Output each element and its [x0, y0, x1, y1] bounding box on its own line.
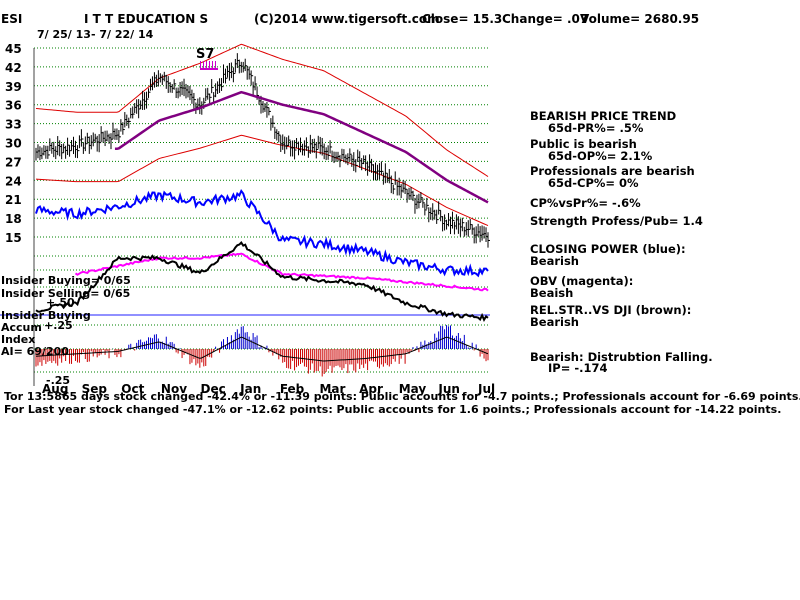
accumulation-bars: [35, 325, 489, 377]
lower-band: [35, 134, 489, 227]
relstr-state: Bearish: [530, 315, 579, 329]
month-labels: Aug Sep Oct Nov Dec Jan Feb Mar Apr May Jun Jul: [42, 382, 495, 396]
insider-buying: Insider Buying= 0/65: [1, 274, 131, 287]
y-tick-label-33: 33: [5, 118, 22, 132]
stock-name: I T T EDUCATION S: [84, 12, 209, 26]
accum-minus25: -.25: [46, 374, 71, 387]
y-tick-label-39: 39: [5, 80, 22, 94]
month-label-oct: Oct: [121, 382, 144, 396]
month-label-feb: Feb: [280, 382, 305, 396]
month-label-jul: Jul: [477, 382, 495, 396]
month-label-may: May: [399, 382, 427, 396]
month-label-mar: Mar: [319, 382, 345, 396]
closing-power-line: [35, 188, 489, 278]
month-label-jun: Jun: [437, 382, 460, 396]
y-tick-label-42: 42: [5, 61, 22, 75]
y-tick-label-45: 45: [5, 42, 22, 56]
obv-label: OBV (magenta):: [530, 274, 634, 288]
accum-plus25: +.25: [44, 319, 73, 332]
y-tick-label-24: 24: [5, 174, 22, 188]
month-label-sep: Sep: [82, 382, 108, 396]
relstr-label: REL.STR..VS DJI (brown):: [530, 303, 692, 317]
op-value: 65d-OP%= 2.1%: [548, 149, 653, 163]
month-label-aug: Aug: [42, 382, 68, 396]
closing-power-state: Bearish: [530, 254, 579, 268]
y-tick-label-27: 27: [5, 155, 22, 169]
obv-state: Beaish: [530, 286, 574, 300]
cp-value: 65d-CP%= 0%: [548, 176, 639, 190]
price-bars: [35, 53, 490, 248]
ai-value: AI= 69/200: [1, 345, 69, 358]
y-axis-tick-labels: 45 42 39 36 33 30 27 24 21 18 15: [5, 42, 22, 245]
y-tick-label-36: 36: [5, 99, 22, 113]
y-tick-label-30: 30: [5, 137, 22, 151]
y-tick-label-18: 18: [5, 212, 22, 226]
insider-selling: Insider Selling= 0/65: [1, 287, 131, 300]
accum-ma-path: [35, 336, 489, 362]
ma-path: [114, 90, 489, 204]
accum-gridlines: [33, 48, 490, 386]
public-status: Public is bearish: [530, 137, 637, 151]
accum-label: Accum: [1, 321, 42, 334]
month-label-apr: Apr: [359, 382, 383, 396]
distribution-status: Bearish: Distrubtion Falling.: [530, 350, 713, 364]
obv-line: [74, 252, 489, 292]
obv-path: [74, 252, 489, 292]
ticker: ESI: [1, 12, 23, 26]
pr-value: 65d-PR%= .5%: [548, 121, 644, 135]
pros-status: Professionals are bearish: [530, 164, 695, 178]
moving-average-line: [114, 90, 489, 204]
y-tick-label-15: 15: [5, 231, 22, 245]
change-value: Change= .07: [502, 12, 589, 26]
y-tick-label-21: 21: [5, 193, 22, 207]
date-range: 7/ 25/ 13- 7/ 22/ 14: [37, 28, 154, 41]
ip-value: IP= -.174: [548, 361, 608, 375]
month-label-jan: Jan: [239, 382, 261, 396]
month-label-dec: Dec: [201, 382, 226, 396]
signal-label: S7: [196, 47, 215, 62]
close-value: Close= 15.3: [422, 12, 503, 26]
month-label-nov: Nov: [161, 382, 187, 396]
price-bands: [35, 43, 489, 227]
footer-line-1: Tor 13:5865 days stock changed -42.4% or…: [4, 390, 800, 403]
copyright: (C)2014 www.tigersoft.com: [254, 12, 440, 26]
strength-ratio: Strength Profess/Pub= 1.4: [530, 214, 703, 228]
insider-buying-2: Insider Buying: [1, 309, 91, 322]
price-gridlines: [0, 47, 490, 316]
closing-power-label: CLOSING POWER (blue):: [530, 242, 686, 256]
signal-marker-icon: [200, 61, 218, 70]
index-label: Index: [1, 333, 36, 346]
upper-band: [35, 43, 489, 177]
relative-strength-line: [35, 241, 489, 322]
accum-plus50: +.50: [46, 296, 75, 309]
volume-value: Volume= 2680.95: [580, 12, 700, 26]
relative-strength-path: [35, 241, 489, 322]
trend-heading: BEARISH PRICE TREND: [530, 109, 677, 123]
closing-power-path: [35, 188, 489, 278]
cp-vs-pr: CP%vsPr%= -.6%: [530, 196, 641, 210]
footer-line-2: For Last year stock changed -47.1% or -1…: [4, 403, 782, 416]
